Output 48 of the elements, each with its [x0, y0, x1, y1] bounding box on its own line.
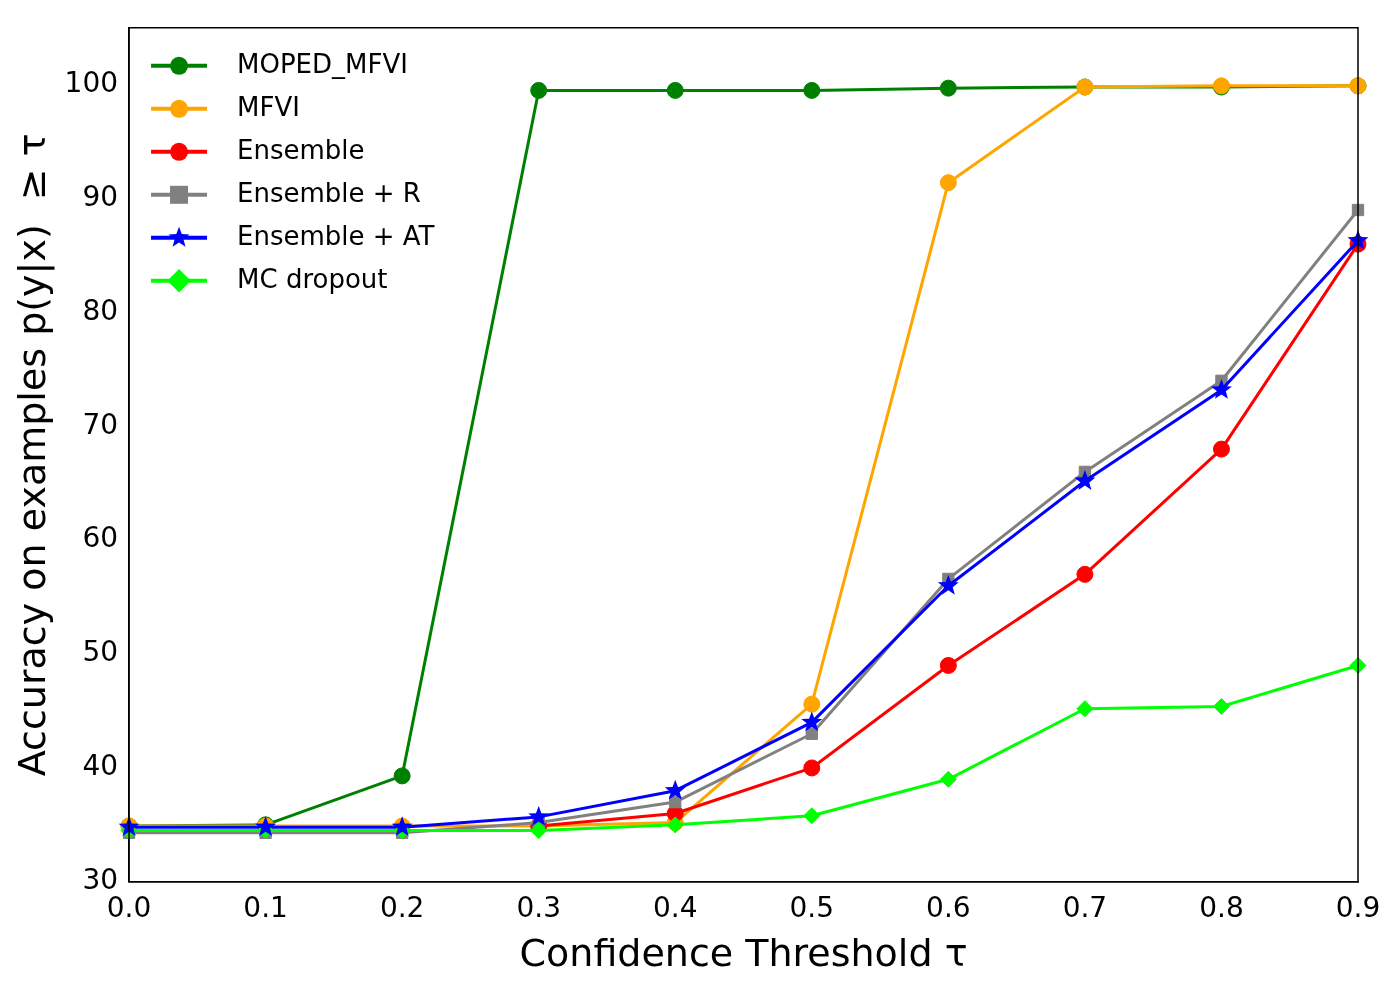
x-tick-label: 0.6: [926, 890, 971, 924]
point: [669, 795, 682, 809]
x-axis-title: Confidence Threshold τ: [519, 931, 968, 976]
legend-label: MC dropout: [237, 263, 388, 294]
point: [1076, 700, 1094, 718]
x-tick-label: 0.8: [1199, 890, 1244, 924]
y-tick-label: 40: [82, 749, 119, 783]
point: [530, 822, 548, 840]
point: [939, 656, 957, 674]
legend-label: Ensemble: [237, 134, 365, 165]
point: [801, 711, 823, 732]
point: [1074, 469, 1096, 490]
point: [803, 695, 821, 713]
y-tick-label: 90: [82, 179, 119, 213]
y-tick-label: 50: [82, 635, 119, 669]
point: [939, 174, 957, 192]
point: [666, 81, 684, 99]
point: [805, 727, 818, 740]
y-tick-label: 60: [82, 521, 119, 555]
x-tick-label: 0.9: [1335, 890, 1381, 924]
point: [1212, 697, 1230, 715]
point: [530, 81, 548, 99]
x-tick-label: 0.1: [243, 890, 288, 924]
point: [803, 807, 821, 825]
x-tick-label: 0.5: [789, 890, 835, 924]
x-tick-label: 0.4: [652, 890, 698, 924]
x-tick-label: 0.3: [516, 890, 561, 924]
point: [1212, 440, 1230, 458]
point: [939, 770, 957, 788]
point: [803, 759, 821, 777]
y-tick-label: 100: [64, 66, 119, 100]
y-axis-title: Accuracy on examples p(y|x) ≥ τ: [9, 133, 55, 777]
legend-label: MOPED_MFVI: [237, 48, 408, 79]
point: [528, 805, 550, 826]
point: [393, 767, 411, 785]
y-tick-label: 70: [82, 407, 119, 441]
legend-label: Ensemble + AT: [237, 220, 435, 251]
point: [664, 779, 686, 800]
legend-label: MFVI: [237, 91, 300, 122]
point: [1076, 565, 1094, 583]
point: [937, 574, 959, 595]
point: [939, 79, 957, 97]
point: [1210, 378, 1232, 399]
y-tick-label: 80: [82, 293, 119, 327]
legend-label: Ensemble + R: [237, 177, 421, 208]
point: [803, 81, 821, 99]
x-tick-label: 0.7: [1062, 890, 1108, 924]
x-tick-label: 0.2: [379, 890, 425, 924]
